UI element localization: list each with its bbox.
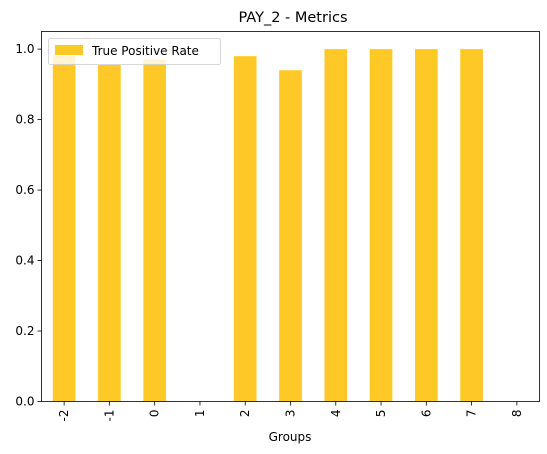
y-tick-label: 0.0 — [15, 395, 34, 409]
x-tick-label: 7 — [465, 410, 479, 418]
legend: True Positive Rate — [48, 38, 221, 65]
y-tick-label: 0.2 — [15, 324, 34, 338]
y-tick-label: 1.0 — [15, 42, 34, 56]
bar-7 — [460, 49, 483, 402]
x-tick-label: -1 — [102, 410, 116, 422]
bar--2 — [52, 56, 76, 402]
x-tick-label: 6 — [419, 410, 433, 418]
bars-group — [52, 49, 483, 402]
x-tick-label: 4 — [329, 410, 343, 418]
x-tick-label: 5 — [374, 410, 388, 418]
x-tick-label: -2 — [57, 410, 71, 422]
bar-6 — [415, 49, 438, 402]
legend-label: True Positive Rate — [91, 44, 199, 58]
bar-4 — [324, 49, 348, 402]
y-axis-ticks: 0.0 0.2 0.4 0.6 0.8 1.0 — [15, 42, 42, 409]
legend-box — [48, 38, 221, 65]
chart-title: PAY_2 - Metrics — [238, 10, 347, 26]
bar--1 — [98, 64, 121, 402]
x-tick-label: 8 — [510, 410, 524, 418]
y-tick-label: 0.6 — [15, 183, 34, 197]
x-tick-label: 1 — [193, 410, 207, 418]
legend-swatch — [55, 45, 83, 55]
x-axis-ticks: -2 -1 0 1 2 3 4 5 6 7 8 — [57, 401, 524, 422]
y-tick-label: 0.4 — [15, 254, 34, 268]
x-tick-label: 2 — [238, 410, 252, 418]
bar-5 — [369, 49, 393, 402]
bar-3 — [279, 70, 302, 402]
x-tick-label: 0 — [148, 410, 162, 418]
plot-frame — [41, 31, 540, 402]
bar-0 — [143, 59, 166, 402]
y-tick-label: 0.8 — [15, 113, 34, 127]
x-axis-label: Groups — [269, 430, 312, 444]
x-tick-label: 3 — [284, 410, 298, 418]
bar-2 — [233, 56, 257, 402]
